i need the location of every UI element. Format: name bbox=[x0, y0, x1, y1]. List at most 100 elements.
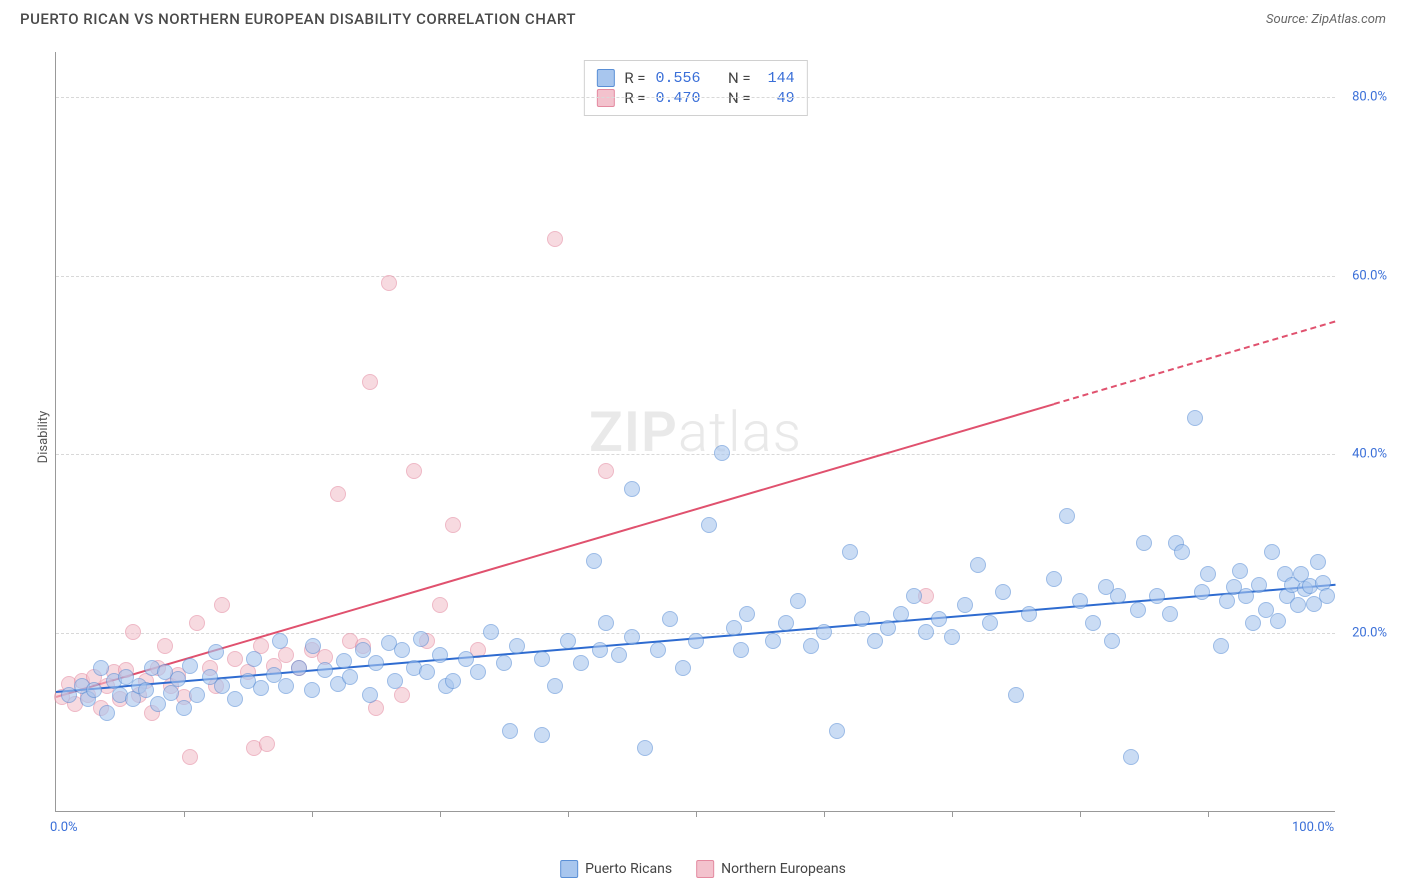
chart-container: Disability ZIPatlas R =0.556 N =144R =0.… bbox=[45, 42, 1385, 832]
data-point bbox=[189, 615, 205, 631]
data-point bbox=[432, 647, 448, 663]
data-point bbox=[688, 633, 704, 649]
data-point bbox=[99, 705, 115, 721]
n-label: N = bbox=[728, 69, 751, 87]
data-point bbox=[611, 647, 627, 663]
data-point bbox=[1213, 638, 1229, 654]
x-minor-tick bbox=[952, 811, 953, 817]
x-minor-tick bbox=[1208, 811, 1209, 817]
y-tick-label: 20.0% bbox=[1352, 626, 1387, 641]
data-point bbox=[957, 597, 973, 613]
data-point bbox=[413, 631, 429, 647]
data-point bbox=[803, 638, 819, 654]
data-point bbox=[726, 620, 742, 636]
data-point bbox=[227, 651, 243, 667]
y-axis-label: Disability bbox=[36, 411, 51, 464]
data-point bbox=[445, 517, 461, 533]
data-point bbox=[1021, 606, 1037, 622]
data-point bbox=[906, 588, 922, 604]
legend-label: Puerto Ricans bbox=[585, 861, 672, 877]
stats-box: R =0.556 N =144R =0.470 N =49 bbox=[583, 60, 807, 116]
data-point bbox=[1072, 593, 1088, 609]
data-point bbox=[534, 651, 550, 667]
data-point bbox=[496, 655, 512, 671]
data-point bbox=[163, 685, 179, 701]
data-point bbox=[1319, 588, 1335, 604]
r-label: R = bbox=[624, 69, 645, 87]
data-point bbox=[982, 615, 998, 631]
data-point bbox=[176, 700, 192, 716]
data-point bbox=[227, 691, 243, 707]
chart-title: PUERTO RICAN VS NORTHERN EUROPEAN DISABI… bbox=[20, 10, 576, 28]
data-point bbox=[1238, 588, 1254, 604]
data-point bbox=[502, 723, 518, 739]
data-point bbox=[560, 633, 576, 649]
data-point bbox=[182, 658, 198, 674]
data-point bbox=[1110, 588, 1126, 604]
data-point bbox=[278, 678, 294, 694]
r-value: 0.470 bbox=[656, 90, 701, 107]
data-point bbox=[573, 655, 589, 671]
stats-row: R =0.470 N =49 bbox=[596, 89, 794, 107]
data-point bbox=[1290, 597, 1306, 613]
chart-header: PUERTO RICAN VS NORTHERN EUROPEAN DISABI… bbox=[0, 0, 1406, 34]
data-point bbox=[931, 611, 947, 627]
x-minor-tick bbox=[696, 811, 697, 817]
trend-line bbox=[1054, 320, 1336, 405]
data-point bbox=[1251, 577, 1267, 593]
data-point bbox=[1085, 615, 1101, 631]
data-point bbox=[272, 633, 288, 649]
data-point bbox=[470, 664, 486, 680]
data-point bbox=[362, 374, 378, 390]
data-point bbox=[387, 673, 403, 689]
x-minor-tick bbox=[184, 811, 185, 817]
trend-line bbox=[56, 403, 1055, 698]
data-point bbox=[432, 597, 448, 613]
data-point bbox=[138, 682, 154, 698]
stats-row: R =0.556 N =144 bbox=[596, 69, 794, 87]
data-point bbox=[458, 651, 474, 667]
data-point bbox=[259, 736, 275, 752]
data-point bbox=[208, 644, 224, 660]
data-point bbox=[1245, 615, 1261, 631]
legend-swatch-pink bbox=[696, 860, 714, 878]
data-point bbox=[765, 633, 781, 649]
x-minor-tick bbox=[824, 811, 825, 817]
data-point bbox=[854, 611, 870, 627]
data-point bbox=[624, 481, 640, 497]
gridline bbox=[56, 97, 1335, 98]
r-value: 0.556 bbox=[656, 70, 701, 87]
data-point bbox=[842, 544, 858, 560]
data-point bbox=[1162, 606, 1178, 622]
data-point bbox=[586, 553, 602, 569]
data-point bbox=[1264, 544, 1280, 560]
data-point bbox=[157, 638, 173, 654]
data-point bbox=[483, 624, 499, 640]
data-point bbox=[1270, 613, 1286, 629]
data-point bbox=[790, 593, 806, 609]
data-point bbox=[880, 620, 896, 636]
data-point bbox=[362, 687, 378, 703]
data-point bbox=[944, 629, 960, 645]
data-point bbox=[189, 687, 205, 703]
data-point bbox=[214, 597, 230, 613]
data-point bbox=[1232, 563, 1248, 579]
data-point bbox=[624, 629, 640, 645]
data-point bbox=[342, 669, 358, 685]
data-point bbox=[867, 633, 883, 649]
legend-item-puerto-ricans: Puerto Ricans bbox=[560, 860, 672, 878]
data-point bbox=[893, 606, 909, 622]
source-attribution: Source: ZipAtlas.com bbox=[1266, 12, 1386, 27]
data-point bbox=[1046, 571, 1062, 587]
data-point bbox=[170, 671, 186, 687]
data-point bbox=[406, 463, 422, 479]
data-point bbox=[1104, 633, 1120, 649]
n-label: N = bbox=[728, 89, 751, 107]
data-point bbox=[816, 624, 832, 640]
data-point bbox=[182, 749, 198, 765]
x-tick-label: 100.0% bbox=[1292, 820, 1334, 835]
data-point bbox=[714, 445, 730, 461]
y-tick-label: 60.0% bbox=[1352, 268, 1387, 283]
x-minor-tick bbox=[440, 811, 441, 817]
data-point bbox=[1174, 544, 1190, 560]
